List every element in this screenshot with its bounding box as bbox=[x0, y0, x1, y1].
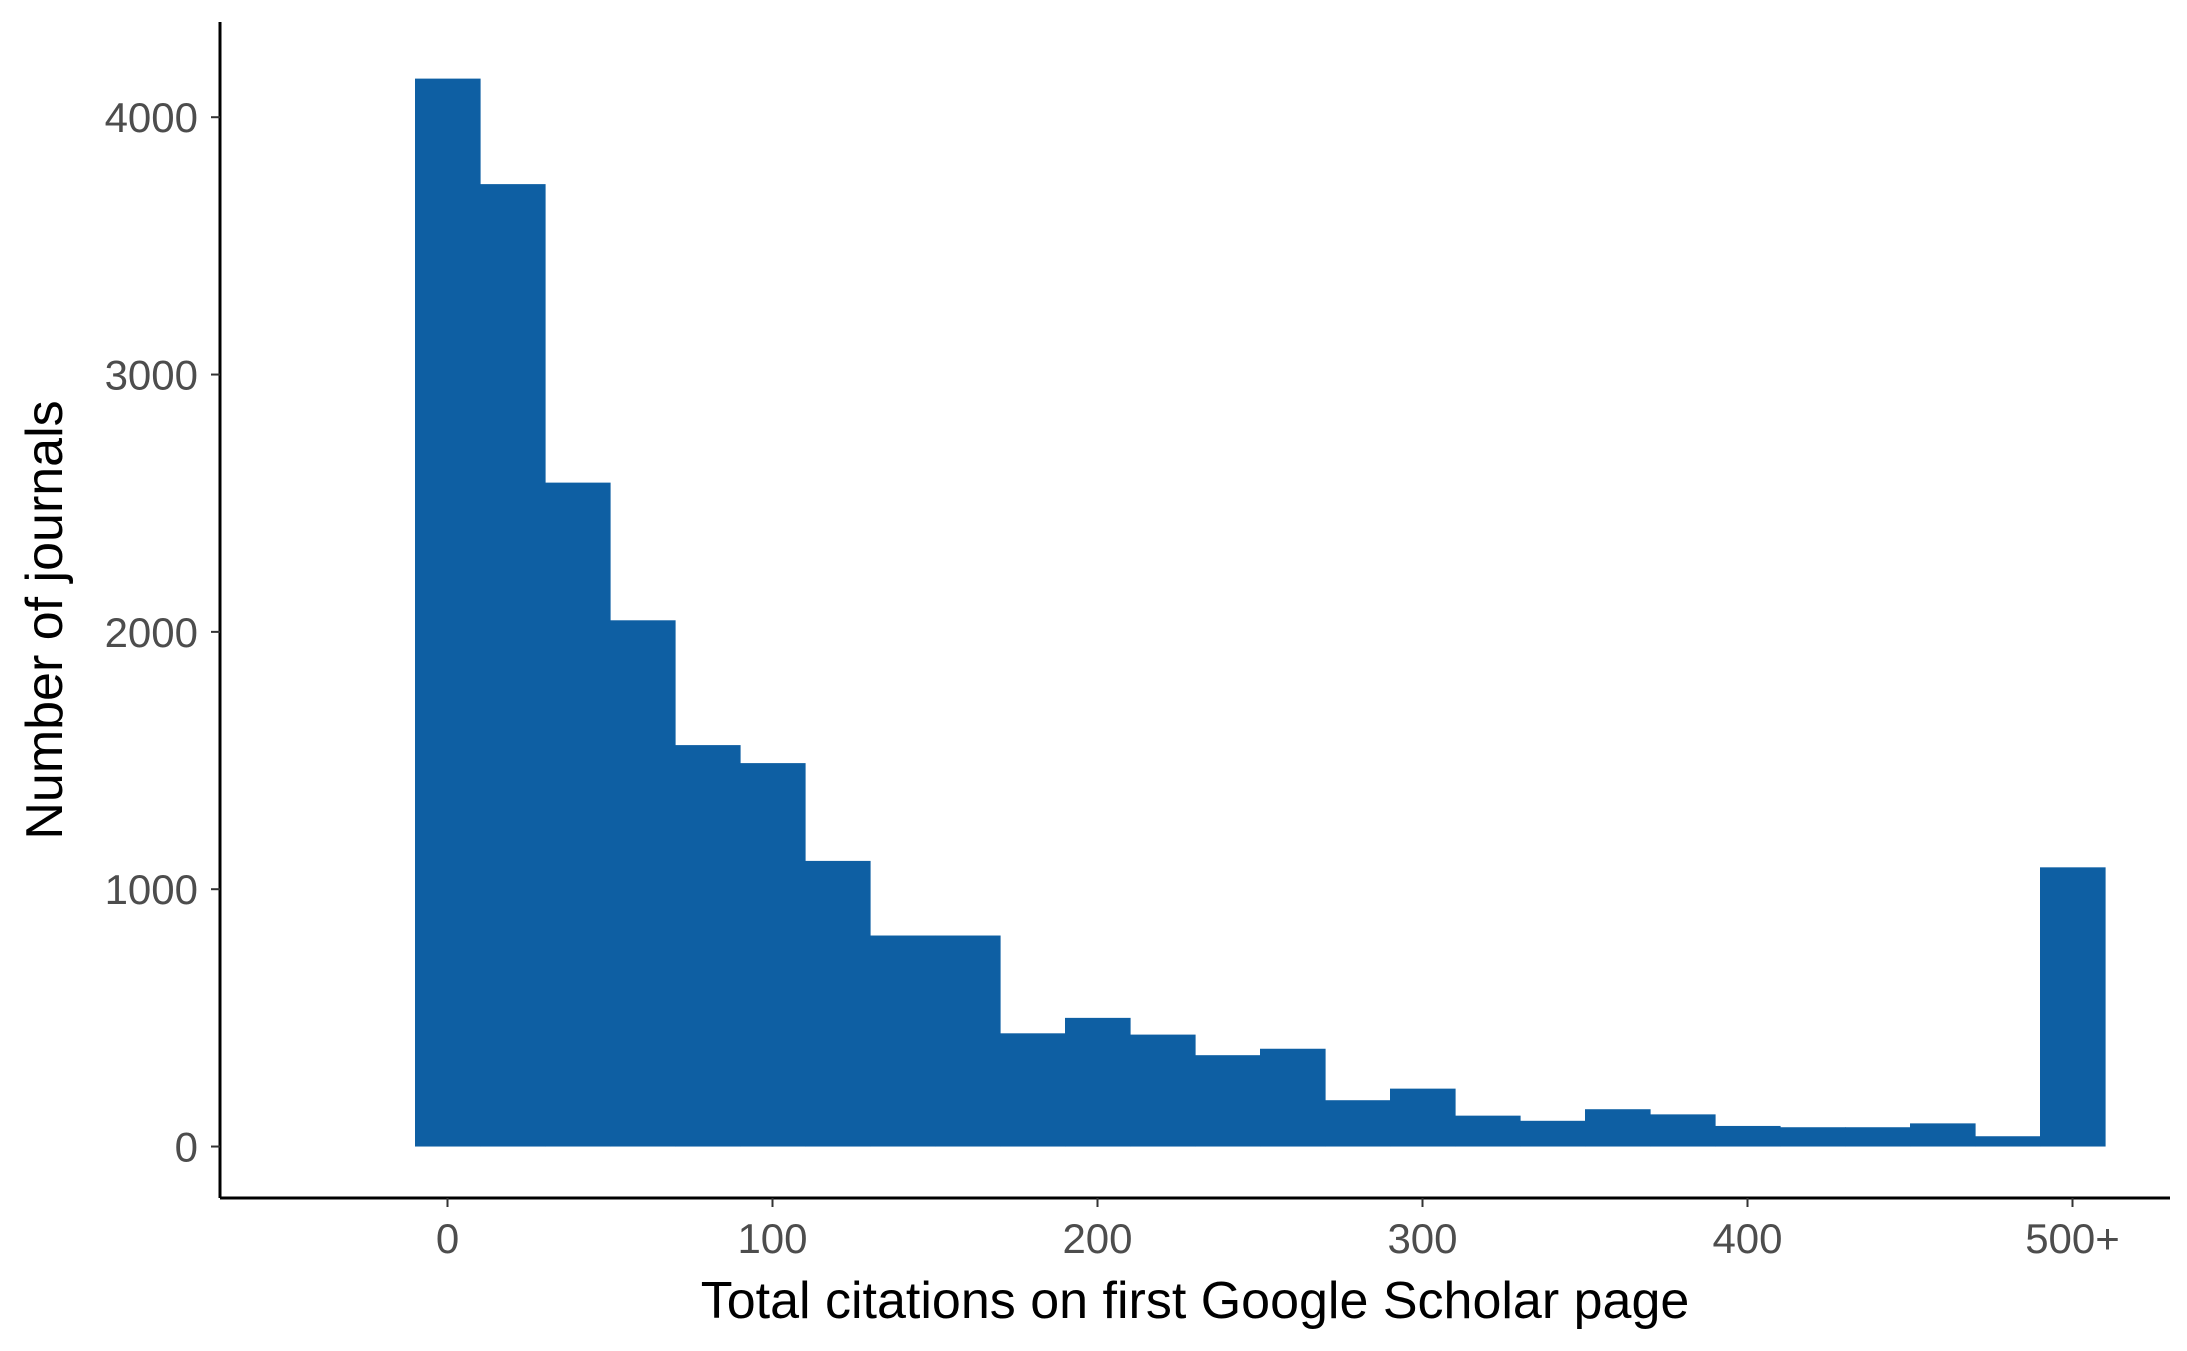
y-axis-title: Number of journals bbox=[16, 400, 74, 839]
y-tick-label: 1000 bbox=[105, 866, 198, 913]
x-tick-label: 300 bbox=[1387, 1215, 1457, 1262]
x-tick-label: 100 bbox=[737, 1215, 807, 1262]
histogram-bar bbox=[1975, 1136, 2041, 1147]
y-tick-label: 0 bbox=[175, 1124, 198, 1171]
histogram-bar bbox=[1390, 1088, 1456, 1147]
histogram-bar bbox=[1910, 1123, 1976, 1147]
histogram-bar bbox=[545, 482, 611, 1147]
x-tick-label: 500+ bbox=[2025, 1215, 2120, 1262]
x-axis-title: Total citations on first Google Scholar … bbox=[701, 1272, 1690, 1330]
histogram-bar bbox=[805, 860, 871, 1147]
histogram-bar bbox=[1520, 1120, 1586, 1147]
histogram-bar bbox=[1455, 1115, 1521, 1147]
histogram-bar bbox=[740, 763, 806, 1147]
histogram-bars bbox=[415, 78, 2106, 1147]
histogram-bar bbox=[1325, 1100, 1391, 1147]
x-tick-label: 200 bbox=[1062, 1215, 1132, 1262]
histogram-bar bbox=[610, 620, 676, 1147]
y-tick-label: 2000 bbox=[105, 609, 198, 656]
histogram-bar bbox=[1065, 1017, 1131, 1147]
histogram-bar bbox=[1585, 1109, 1651, 1147]
y-tick-label: 3000 bbox=[105, 352, 198, 399]
histogram-bar bbox=[935, 935, 1001, 1147]
y-axis-ticks: 0 1000 2000 3000 4000 bbox=[105, 94, 220, 1171]
histogram-bar bbox=[870, 935, 936, 1147]
x-tick-label: 0 bbox=[436, 1215, 459, 1262]
histogram-bar bbox=[2040, 867, 2106, 1147]
x-axis-ticks: 0 100 200 300 400 500+ bbox=[436, 1198, 2120, 1262]
histogram-bar bbox=[415, 78, 481, 1147]
histogram-bar bbox=[675, 745, 741, 1147]
histogram-bar bbox=[1130, 1034, 1196, 1147]
histogram-bar bbox=[1650, 1114, 1716, 1147]
histogram-bar bbox=[480, 184, 546, 1147]
histogram-bar bbox=[1845, 1127, 1911, 1147]
histogram-bar bbox=[1195, 1055, 1261, 1147]
histogram-bar bbox=[1780, 1127, 1846, 1147]
histogram-bar bbox=[1000, 1033, 1066, 1147]
x-tick-label: 400 bbox=[1712, 1215, 1782, 1262]
histogram-bar bbox=[1715, 1125, 1781, 1147]
y-tick-label: 4000 bbox=[105, 94, 198, 141]
histogram-bar bbox=[1260, 1048, 1326, 1147]
